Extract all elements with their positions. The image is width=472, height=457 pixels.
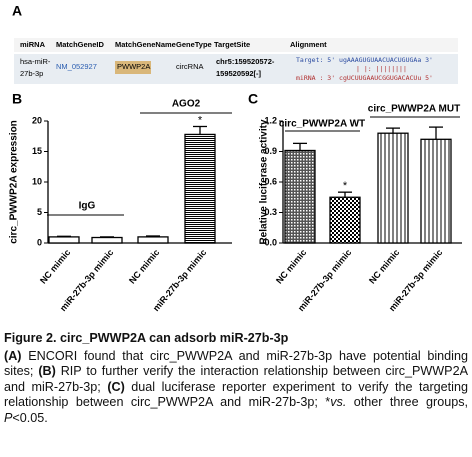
table-header: Alignment bbox=[290, 40, 327, 49]
table-cell: PWWP2A bbox=[117, 62, 150, 71]
bar bbox=[329, 196, 361, 244]
table-cell: chr5:159520572- bbox=[216, 57, 275, 66]
table-cell: 159520592[-] bbox=[216, 69, 262, 78]
x-tick-label: NC mimic bbox=[274, 247, 308, 285]
y-tick-label: 15 bbox=[32, 146, 42, 156]
bar bbox=[137, 236, 169, 244]
caption: Figure 2. circ_PWWP2A can adsorb miR-27b… bbox=[4, 331, 468, 426]
bar bbox=[184, 133, 216, 244]
panel-label: C bbox=[248, 91, 258, 107]
y-tick-label: 0.0 bbox=[264, 237, 277, 247]
y-tick-label: 1.2 bbox=[264, 115, 277, 125]
x-tick-label: NC mimic bbox=[367, 247, 401, 285]
alignment-line: Target: 5' ugAAAGUGUAACUACUGUGAa 3' bbox=[296, 56, 433, 64]
bar bbox=[91, 236, 123, 244]
y-tick-label: 5 bbox=[37, 207, 42, 217]
y-tick-label: 0.9 bbox=[264, 146, 277, 156]
bar bbox=[284, 149, 316, 244]
table-cell: NM_052927 bbox=[56, 62, 97, 71]
table-header: MatchGeneName bbox=[115, 40, 176, 49]
bar bbox=[420, 138, 452, 244]
caption-part: RIP to further verify the interaction re… bbox=[4, 364, 468, 394]
y-axis-label: circ_PWWP2A expression bbox=[9, 120, 20, 244]
annotation: circ_PWWP2A WT bbox=[279, 119, 365, 130]
alignment-line: | |: |||||||| bbox=[356, 65, 407, 73]
panel-label: B bbox=[12, 91, 22, 107]
significance-mark: * bbox=[343, 180, 348, 192]
y-tick-label: 0.6 bbox=[264, 176, 277, 186]
alignment-line: miRNA : 3' cgUCUUGAAUCGGUGACACUu 5' bbox=[296, 74, 433, 82]
y-tick-label: 10 bbox=[32, 176, 42, 186]
y-tick-label: 0.3 bbox=[264, 207, 277, 217]
table-cell: hsa-miR- bbox=[20, 57, 51, 66]
caption-part: (C) bbox=[107, 379, 125, 394]
table-header: MatchGeneID bbox=[56, 40, 105, 49]
table-header: TargetSite bbox=[214, 40, 250, 49]
y-axis-label: Relative luciferase activity bbox=[259, 119, 270, 245]
panel-label: A bbox=[12, 3, 22, 19]
x-tick-label: miR-27b-3p mimic bbox=[151, 247, 208, 313]
caption-title: Figure 2. circ_PWWP2A can adsorb miR-27b… bbox=[4, 331, 289, 345]
annotation: IgG bbox=[79, 201, 96, 212]
caption-part: P bbox=[4, 410, 13, 425]
caption-part: vs. bbox=[330, 395, 347, 409]
caption-part: ENCORI found that circ_PWWP2A and miR-27… bbox=[4, 348, 468, 379]
caption-part: <0.05. bbox=[12, 410, 48, 425]
caption-part: (A) bbox=[4, 348, 22, 363]
y-tick-label: 0 bbox=[37, 237, 42, 247]
caption-body: (A) ENCORI found that circ_PWWP2A and mi… bbox=[4, 349, 468, 427]
caption-part: dual luciferase reporter experiment to v… bbox=[4, 379, 468, 410]
table-cell: 27b-3p bbox=[20, 69, 43, 78]
gene-name-box bbox=[115, 61, 151, 74]
caption-part: (B) bbox=[38, 364, 56, 378]
table-row-bg bbox=[14, 54, 458, 84]
bar bbox=[48, 236, 80, 244]
x-tick-label: NC mimic bbox=[38, 247, 72, 285]
annotation: circ_PWWP2A MUT bbox=[368, 104, 460, 115]
significance-mark: * bbox=[198, 114, 203, 126]
caption-part: other three groups, bbox=[346, 395, 468, 409]
figure: A B C miRNA MatchGeneID MatchGeneName Ge… bbox=[9, 3, 462, 313]
table: miRNA MatchGeneID MatchGeneName GeneType… bbox=[14, 38, 458, 84]
table-header: GeneType bbox=[176, 40, 212, 49]
annotation: AGO2 bbox=[172, 99, 201, 110]
table-header: miRNA bbox=[20, 40, 46, 49]
table-cell: circRNA bbox=[176, 62, 204, 71]
bar bbox=[377, 132, 409, 244]
table-header-bg bbox=[14, 38, 458, 52]
x-tick-label: NC mimic bbox=[127, 247, 161, 285]
y-tick-label: 20 bbox=[32, 115, 42, 125]
